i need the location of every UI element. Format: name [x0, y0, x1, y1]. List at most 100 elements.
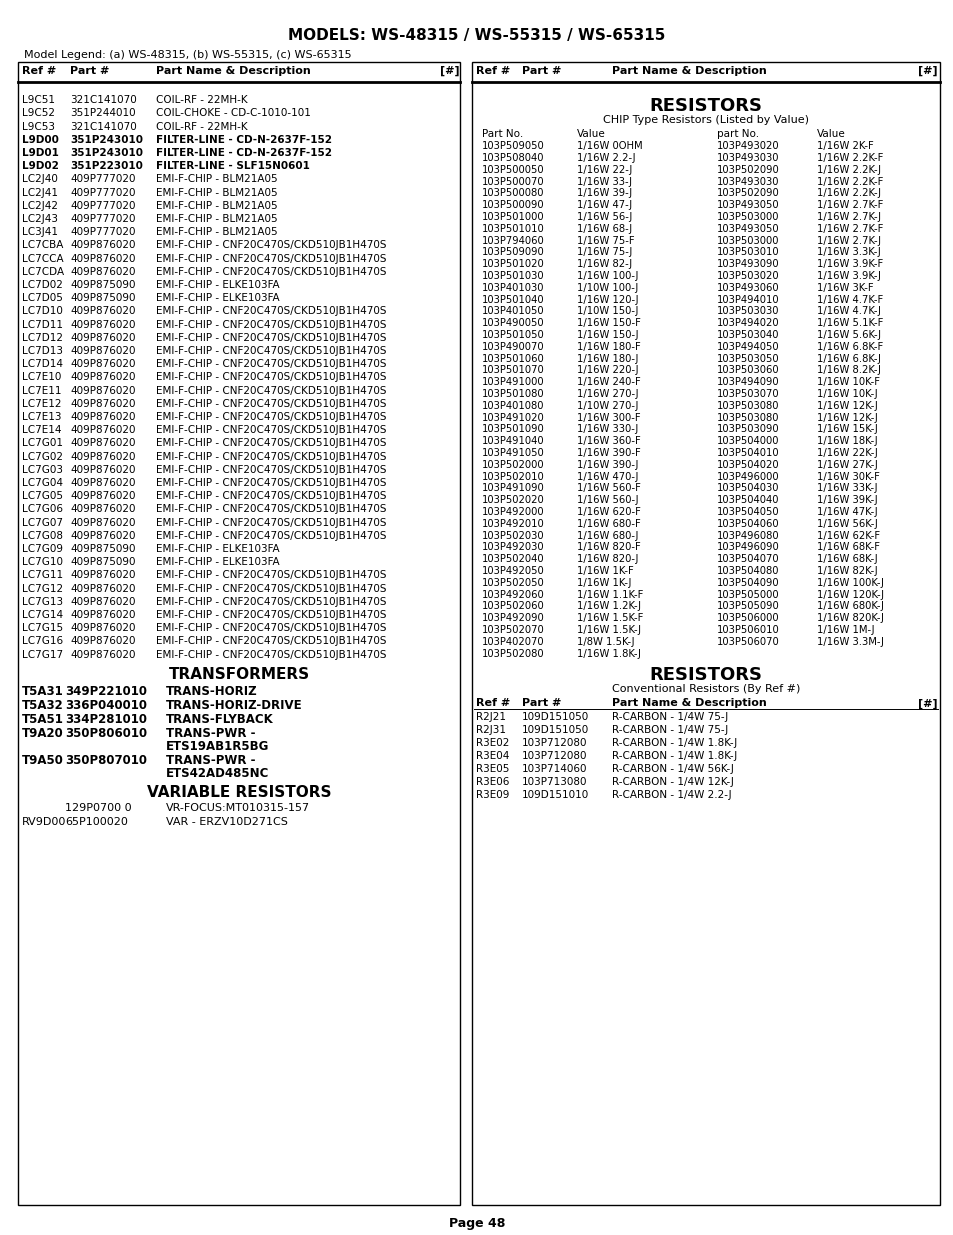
Text: 103P502040: 103P502040 [481, 555, 544, 564]
Text: 103P492010: 103P492010 [481, 519, 544, 529]
Text: 409P876020: 409P876020 [70, 636, 135, 646]
Text: LC7G17: LC7G17 [22, 650, 63, 659]
Text: 103P496080: 103P496080 [717, 531, 779, 541]
Text: 1/16W 8.2K-J: 1/16W 8.2K-J [816, 366, 880, 375]
Text: EMI-F-CHIP - CNF20C470S/CKD510JB1H470S: EMI-F-CHIP - CNF20C470S/CKD510JB1H470S [156, 306, 386, 316]
Text: TRANS-HORIZ-DRIVE: TRANS-HORIZ-DRIVE [166, 699, 302, 711]
Text: EMI-F-CHIP - ELKE103FA: EMI-F-CHIP - ELKE103FA [156, 557, 279, 567]
Text: 1/16W 680-F: 1/16W 680-F [577, 519, 640, 529]
Text: T5A51: T5A51 [22, 713, 64, 726]
Text: 103P794060: 103P794060 [481, 236, 544, 246]
Text: L9D01: L9D01 [22, 148, 59, 158]
Text: EMI-F-CHIP - CNF20C470S/CKD510JB1H470S: EMI-F-CHIP - CNF20C470S/CKD510JB1H470S [156, 359, 386, 369]
Text: COIL-CHOKE - CD-C-1010-101: COIL-CHOKE - CD-C-1010-101 [156, 109, 311, 119]
Text: LC7G02: LC7G02 [22, 452, 63, 462]
Text: part No.: part No. [717, 130, 759, 140]
Text: 103P501090: 103P501090 [481, 425, 544, 435]
Text: 103P491090: 103P491090 [481, 483, 544, 494]
Text: 1/16W 3.3M-J: 1/16W 3.3M-J [816, 637, 882, 647]
Text: 103P504050: 103P504050 [717, 508, 779, 517]
Text: 103P503050: 103P503050 [717, 353, 779, 363]
Text: 1/16W 33-J: 1/16W 33-J [577, 177, 631, 186]
Text: 103P501020: 103P501020 [481, 259, 544, 269]
Text: 103P493030: 103P493030 [717, 153, 779, 163]
Text: 103P501000: 103P501000 [481, 212, 544, 222]
Text: 409P876020: 409P876020 [70, 320, 135, 330]
Text: 409P876020: 409P876020 [70, 492, 135, 501]
Text: R-CARBON - 1/4W 2.2-J: R-CARBON - 1/4W 2.2-J [612, 790, 731, 800]
Text: LC7G13: LC7G13 [22, 597, 63, 606]
Text: 1/16W 390-F: 1/16W 390-F [577, 448, 640, 458]
Text: 1/16W 75-F: 1/16W 75-F [577, 236, 634, 246]
Text: EMI-F-CHIP - CNF20C470S/CKD510JB1H470S: EMI-F-CHIP - CNF20C470S/CKD510JB1H470S [156, 504, 386, 515]
Text: 103P505000: 103P505000 [717, 589, 779, 600]
Text: 1/16W 39K-J: 1/16W 39K-J [816, 495, 877, 505]
Text: 1/16W 1.2K-J: 1/16W 1.2K-J [577, 601, 640, 611]
Text: 1/16W 5.6K-J: 1/16W 5.6K-J [816, 330, 880, 340]
Text: 1/16W 47-J: 1/16W 47-J [577, 200, 632, 210]
Text: RESISTORS: RESISTORS [649, 667, 761, 684]
Text: EMI-F-CHIP - CNF20C470S/CKD510JB1H470S: EMI-F-CHIP - CNF20C470S/CKD510JB1H470S [156, 399, 386, 409]
Text: EMI-F-CHIP - CNF20C470S/CKD510JB1H470S: EMI-F-CHIP - CNF20C470S/CKD510JB1H470S [156, 636, 386, 646]
Text: 409P876020: 409P876020 [70, 531, 135, 541]
Text: 1/16W 2.2K-F: 1/16W 2.2K-F [816, 177, 882, 186]
Text: EMI-F-CHIP - CNF20C470S/CKD510JB1H470S: EMI-F-CHIP - CNF20C470S/CKD510JB1H470S [156, 425, 386, 435]
Text: 103P401050: 103P401050 [481, 306, 544, 316]
Text: 103P500080: 103P500080 [481, 189, 544, 199]
Text: 109D151010: 109D151010 [521, 790, 589, 800]
Text: TRANS-HORIZ: TRANS-HORIZ [166, 684, 257, 698]
Text: 103P491050: 103P491050 [481, 448, 544, 458]
Text: 103P493030: 103P493030 [717, 177, 779, 186]
Text: Value: Value [577, 130, 605, 140]
Text: 1/16W 75-J: 1/16W 75-J [577, 247, 632, 257]
Text: ETS19AB1R5BG: ETS19AB1R5BG [166, 740, 269, 753]
Text: EMI-F-CHIP - ELKE103FA: EMI-F-CHIP - ELKE103FA [156, 543, 279, 555]
Text: 103P502090: 103P502090 [717, 189, 779, 199]
Text: EMI-F-CHIP - CNF20C470S/CKD510JB1H470S: EMI-F-CHIP - CNF20C470S/CKD510JB1H470S [156, 332, 386, 343]
Text: 103P509050: 103P509050 [481, 141, 544, 151]
Text: 103P506070: 103P506070 [717, 637, 779, 647]
Text: 103P492050: 103P492050 [481, 566, 544, 576]
Text: LC3J41: LC3J41 [22, 227, 58, 237]
Text: Part #: Part # [70, 65, 110, 77]
Text: 409P876020: 409P876020 [70, 332, 135, 343]
Text: 1/16W 2K-F: 1/16W 2K-F [816, 141, 873, 151]
Text: EMI-F-CHIP - BLM21A05: EMI-F-CHIP - BLM21A05 [156, 188, 277, 198]
Text: 103P503000: 103P503000 [717, 236, 779, 246]
Text: T9A50: T9A50 [22, 753, 64, 767]
Text: 103P494050: 103P494050 [717, 342, 779, 352]
Text: 1/16W 82-J: 1/16W 82-J [577, 259, 632, 269]
Text: 1/16W 2.7K-J: 1/16W 2.7K-J [816, 236, 880, 246]
Text: 409P876020: 409P876020 [70, 346, 135, 356]
Text: 1/16W 560-F: 1/16W 560-F [577, 483, 640, 494]
Text: EMI-F-CHIP - CNF20C470S/CKD510JB1H470S: EMI-F-CHIP - CNF20C470S/CKD510JB1H470S [156, 531, 386, 541]
Text: EMI-F-CHIP - BLM21A05: EMI-F-CHIP - BLM21A05 [156, 227, 277, 237]
Text: L9D02: L9D02 [22, 162, 59, 172]
Text: 103P501070: 103P501070 [481, 366, 544, 375]
Text: 103P504070: 103P504070 [717, 555, 779, 564]
Text: COIL-RF - 22MH-K: COIL-RF - 22MH-K [156, 95, 248, 105]
Text: Value: Value [816, 130, 845, 140]
Text: 103P401080: 103P401080 [481, 401, 544, 411]
Text: 1/16W 15K-J: 1/16W 15K-J [816, 425, 877, 435]
Text: 409P876020: 409P876020 [70, 584, 135, 594]
Text: 409P875090: 409P875090 [70, 293, 135, 304]
Text: LC7D11: LC7D11 [22, 320, 63, 330]
Text: EMI-F-CHIP - CNF20C470S/CKD510JB1H470S: EMI-F-CHIP - CNF20C470S/CKD510JB1H470S [156, 492, 386, 501]
Text: T5A32: T5A32 [22, 699, 64, 711]
Text: 349P221010: 349P221010 [65, 684, 147, 698]
Text: LC2J42: LC2J42 [22, 201, 58, 211]
Text: 103P491020: 103P491020 [481, 412, 544, 422]
Text: 1/16W 10K-J: 1/16W 10K-J [816, 389, 877, 399]
Text: 409P876020: 409P876020 [70, 597, 135, 606]
Text: 409P777020: 409P777020 [70, 174, 135, 184]
Text: 409P875090: 409P875090 [70, 557, 135, 567]
Text: 103P503020: 103P503020 [717, 270, 779, 282]
Text: R2J21: R2J21 [476, 713, 505, 722]
Text: 103P502030: 103P502030 [481, 531, 544, 541]
Bar [18, 62, 459, 1205]
Text: 1/16W 2.2K-J: 1/16W 2.2K-J [816, 164, 880, 175]
Text: LC7D05: LC7D05 [22, 293, 63, 304]
Text: 351P243010: 351P243010 [70, 148, 143, 158]
Text: 1/16W 1.1K-F: 1/16W 1.1K-F [577, 589, 642, 600]
